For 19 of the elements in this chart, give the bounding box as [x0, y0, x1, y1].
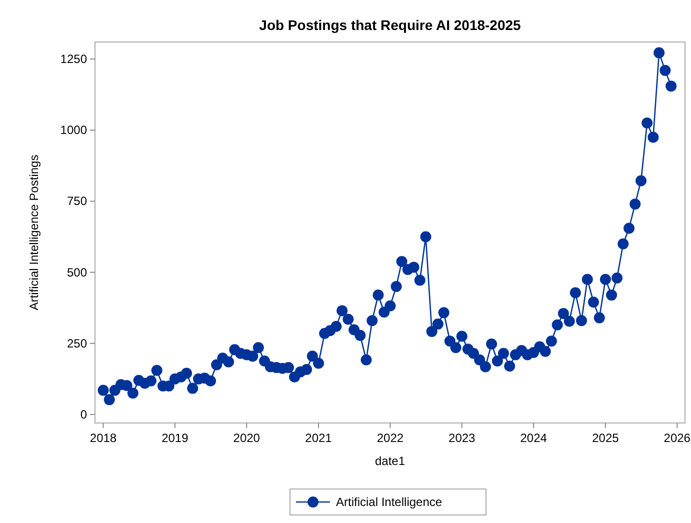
x-tick-label: 2018	[90, 431, 117, 445]
y-tick-label: 1000	[60, 123, 88, 138]
x-tick-label: 2025	[592, 431, 620, 445]
legend-label: Artificial Intelligence	[336, 495, 442, 509]
y-tick-label: 250	[66, 336, 88, 350]
x-tick-label: 2019	[162, 431, 189, 445]
x-axis-title: date1	[374, 454, 406, 468]
x-tick-label: 2024	[520, 431, 548, 445]
x-tick-label: 2026	[664, 431, 691, 445]
x-tick-label: 2021	[305, 431, 332, 445]
x-tick-label: 2023	[448, 431, 476, 445]
y-tick-label: 1250	[60, 52, 88, 66]
y-axis-title: Artificial Intelligence Postings	[27, 154, 41, 310]
chart-title: Job Postings that Require AI 2018-2025	[259, 17, 522, 33]
y-tick-label: 750	[66, 194, 88, 208]
x-tick-label: 2020	[233, 431, 260, 445]
x-tick-label: 2022	[376, 431, 404, 445]
y-tick-label: 500	[66, 265, 88, 280]
y-tick-label: 0	[80, 407, 88, 422]
